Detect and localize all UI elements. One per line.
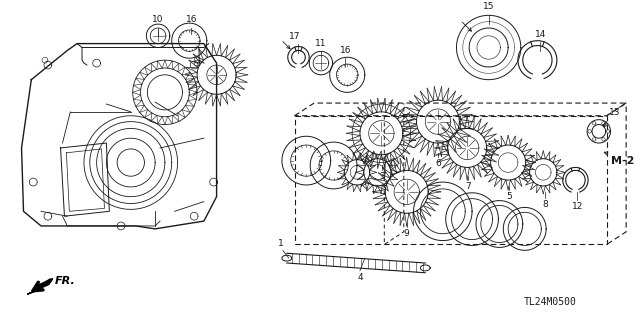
Text: 13: 13 [609,108,620,117]
Text: 4: 4 [357,273,363,282]
Text: FR.: FR. [54,276,76,286]
Text: 1: 1 [278,239,284,249]
Text: 7: 7 [465,182,471,191]
Text: 10: 10 [152,15,164,24]
Text: 9: 9 [404,229,410,238]
Text: 3: 3 [380,172,385,181]
Polygon shape [28,278,52,294]
Text: 5: 5 [506,192,512,201]
Text: M-2: M-2 [611,156,634,166]
Text: 11: 11 [315,40,326,48]
Text: TL24M0500: TL24M0500 [524,297,577,307]
Text: 6: 6 [435,159,441,168]
Text: 17: 17 [289,32,300,41]
Text: 15: 15 [483,3,494,11]
Text: 14: 14 [534,30,546,39]
Text: 16: 16 [340,46,351,55]
Text: 8: 8 [542,200,548,209]
Text: 12: 12 [572,202,583,211]
Text: 16: 16 [186,15,197,24]
